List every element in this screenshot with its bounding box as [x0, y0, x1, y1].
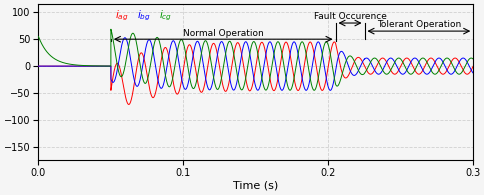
- Text: $i_{cg}$: $i_{cg}$: [158, 9, 171, 23]
- X-axis label: Time (s): Time (s): [233, 181, 278, 191]
- Text: Fault Occurence: Fault Occurence: [313, 12, 386, 21]
- Text: $i_{ag}$: $i_{ag}$: [115, 9, 129, 23]
- Text: $i_{bg}$: $i_{bg}$: [136, 9, 151, 23]
- Text: Normal Operation: Normal Operation: [182, 29, 263, 38]
- Text: Tolerant Operation: Tolerant Operation: [376, 20, 460, 29]
